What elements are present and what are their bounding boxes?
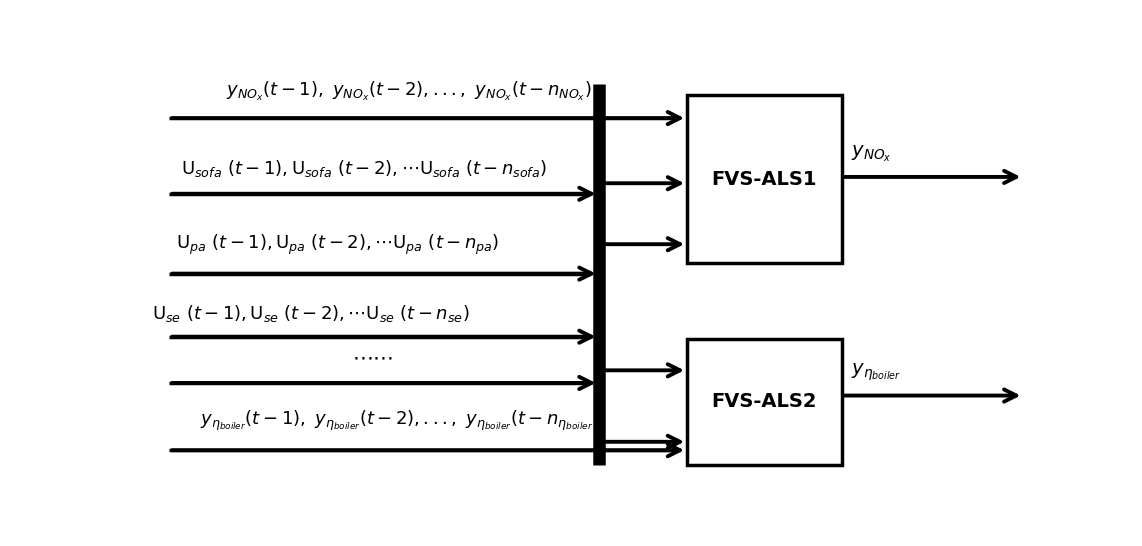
- Text: $\cdots\cdots$: $\cdots\cdots$: [352, 348, 394, 367]
- Text: $\mathrm{U}_{pa}\ (t-1),\mathrm{U}_{pa}\ (t-2),\cdots\mathrm{U}_{pa}\ (t-n_{pa}): $\mathrm{U}_{pa}\ (t-1),\mathrm{U}_{pa}\…: [176, 233, 499, 257]
- Text: $y_{\eta_{boiler}}$: $y_{\eta_{boiler}}$: [851, 361, 901, 383]
- Text: $\mathrm{U}_{se}\ (t-1),\mathrm{U}_{se}\ (t-2),\cdots\mathrm{U}_{se}\ (t-n_{se}): $\mathrm{U}_{se}\ (t-1),\mathrm{U}_{se}\…: [152, 303, 469, 324]
- Text: $y_{NO_x}$: $y_{NO_x}$: [851, 144, 892, 164]
- Bar: [687, 95, 842, 263]
- Text: $\mathrm{U}_{sofa}\ (t-1),\mathrm{U}_{sofa}\ (t-2),\cdots\mathrm{U}_{sofa}\ (t-n: $\mathrm{U}_{sofa}\ (t-1),\mathrm{U}_{so…: [180, 158, 547, 179]
- Text: $y_{\eta_{boiler}}(t-1),\ y_{\eta_{boiler}}(t-2),...,\ y_{\eta_{boiler}}(t-n_{\e: $y_{\eta_{boiler}}(t-1),\ y_{\eta_{boile…: [200, 409, 598, 434]
- Bar: [687, 339, 842, 465]
- Text: FVS-ALS2: FVS-ALS2: [711, 393, 818, 411]
- Text: FVS-ALS1: FVS-ALS1: [711, 170, 818, 188]
- Text: $y_{NO_x}(t-1),\ y_{NO_x}(t-2),...,\ y_{NO_x}(t-n_{NO_x})$: $y_{NO_x}(t-1),\ y_{NO_x}(t-2),...,\ y_{…: [225, 80, 592, 103]
